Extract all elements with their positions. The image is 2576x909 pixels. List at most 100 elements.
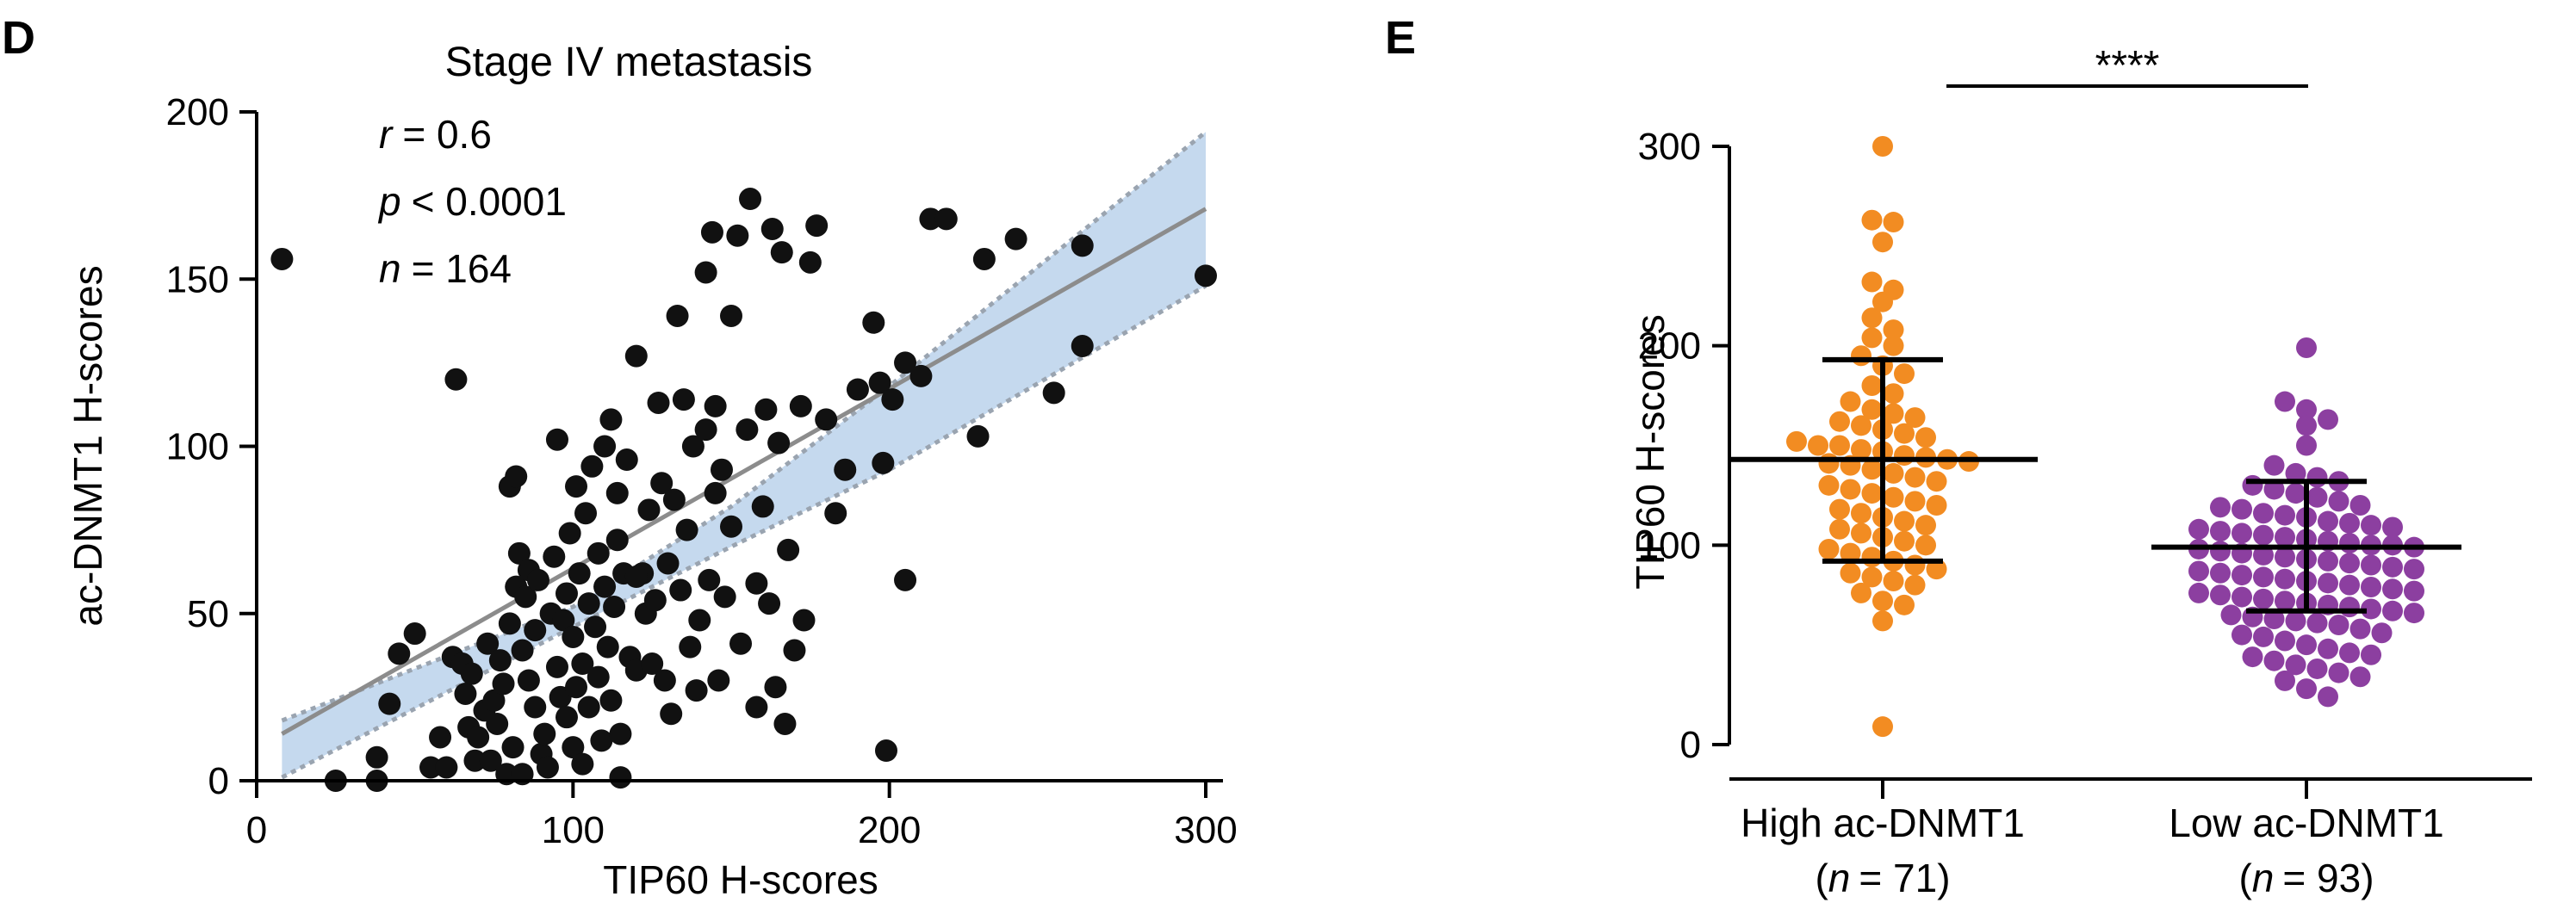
data-point (2275, 670, 2295, 691)
data-point (555, 706, 578, 729)
category-label-low: Low ac-DNMT1 (2169, 801, 2444, 845)
data-point (894, 568, 917, 591)
data-point (2188, 560, 2209, 582)
data-point (507, 541, 531, 565)
data-point (1808, 435, 1828, 456)
y-tick-label: 200 (166, 91, 229, 133)
data-point (2349, 618, 2371, 640)
data-point (2318, 572, 2338, 594)
data-point (2275, 591, 2295, 612)
data-point (2275, 504, 2295, 526)
data-point (679, 635, 702, 659)
data-point (736, 418, 759, 442)
data-point (2275, 547, 2295, 568)
data-point (2296, 678, 2317, 700)
chart-title-d: Stage IV metastasis (445, 40, 813, 85)
data-point (574, 502, 598, 525)
data-point (1818, 453, 1840, 474)
data-point (767, 431, 791, 454)
data-point (1840, 479, 1861, 500)
confidence-band (282, 132, 1206, 778)
data-point (2275, 391, 2295, 412)
data-point (524, 619, 547, 642)
data-point (593, 435, 617, 458)
data-point (713, 585, 736, 609)
stat-r: r = 0.6 (379, 112, 492, 157)
data-point (492, 672, 515, 696)
data-point (501, 736, 525, 759)
data-point (1840, 562, 1861, 584)
data-point (1861, 459, 1883, 480)
data-point (1872, 610, 1893, 632)
y-tick-label: 100 (1638, 524, 1701, 566)
data-point (476, 632, 500, 655)
data-point (444, 368, 468, 391)
x-tick-label: 0 (246, 809, 267, 851)
data-point (603, 595, 626, 618)
data-point (2328, 615, 2349, 635)
data-point (1840, 391, 1861, 412)
data-point (874, 739, 897, 763)
data-point (2339, 533, 2360, 554)
data-point (584, 615, 607, 639)
data-point (1894, 594, 1915, 615)
data-point (1851, 345, 1871, 367)
data-point (2339, 553, 2360, 574)
data-point (1904, 491, 1926, 512)
panel-e-dot-plot: E **** 0 100 200 300 TIP60 H-scores High… (1309, 0, 2576, 909)
n-label-open: ( (2238, 856, 2252, 900)
n-label-symbol: n (2252, 856, 2275, 900)
data-point (365, 745, 388, 769)
data-point (2404, 559, 2424, 580)
data-point (656, 552, 680, 575)
data-point (1840, 542, 1861, 564)
data-point (388, 642, 411, 665)
stat-p-value: < 0.0001 (412, 179, 567, 224)
data-point (2382, 578, 2403, 600)
data-point (685, 679, 708, 702)
data-point (2188, 582, 2209, 603)
data-point (653, 669, 676, 692)
data-point (792, 609, 816, 632)
data-point (700, 220, 723, 244)
data-point (1926, 495, 1947, 516)
x-ticks-d: 0 100 200 300 (246, 781, 1238, 851)
stat-p: p < 0.0001 (377, 179, 567, 224)
data-point (720, 515, 742, 538)
stat-n-symbol: n (379, 246, 401, 291)
data-point (2404, 603, 2424, 624)
data-point (720, 304, 742, 327)
data-point (596, 635, 619, 659)
data-point (463, 749, 487, 772)
data-point (2361, 554, 2381, 576)
data-point (2361, 576, 2381, 597)
data-point (1786, 430, 1807, 452)
data-point (580, 454, 604, 478)
category-label-high: High ac-DNMT1 (1741, 801, 2025, 845)
data-point (1861, 547, 1883, 568)
data-point (1883, 319, 1904, 341)
data-point (770, 241, 793, 264)
data-point (2253, 626, 2274, 647)
data-point (672, 388, 695, 411)
data-point (587, 665, 610, 689)
data-point (599, 408, 623, 431)
data-point (2275, 568, 2295, 590)
data-point (1071, 334, 1094, 357)
y-tick-label: 0 (208, 760, 229, 802)
data-point (609, 766, 632, 789)
data-point (694, 261, 717, 284)
data-point (1195, 264, 1217, 288)
data-point (637, 498, 661, 522)
data-point (486, 712, 509, 735)
data-point (505, 465, 528, 488)
data-point (2382, 600, 2403, 621)
y-axis-label-e: TIP60 H-scores (1628, 314, 1673, 590)
data-point (881, 388, 904, 411)
data-point (454, 682, 477, 705)
data-point (1883, 571, 1904, 592)
data-point (1883, 462, 1904, 484)
data-point (815, 408, 838, 431)
data-point (834, 458, 857, 481)
data-point (2242, 646, 2263, 668)
